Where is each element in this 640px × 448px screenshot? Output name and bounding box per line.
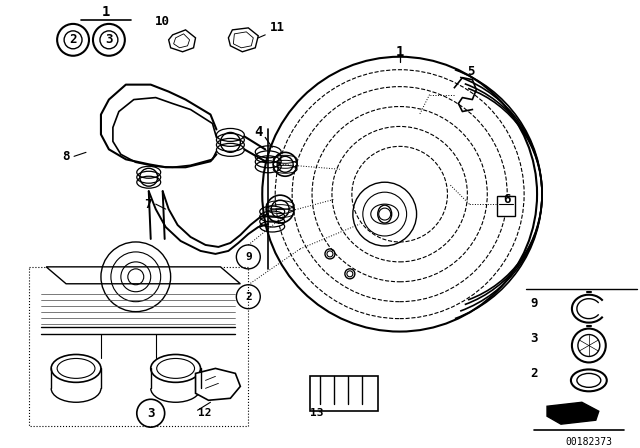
Polygon shape <box>169 30 196 52</box>
Text: 9: 9 <box>531 297 538 310</box>
Text: 6: 6 <box>504 193 511 206</box>
Text: 3: 3 <box>105 33 113 46</box>
Text: 5: 5 <box>468 65 475 78</box>
Text: 2: 2 <box>245 292 252 302</box>
Text: 1: 1 <box>102 5 110 19</box>
Text: 3: 3 <box>147 407 154 420</box>
Text: 00182373: 00182373 <box>565 437 612 447</box>
Text: 3: 3 <box>531 332 538 345</box>
Polygon shape <box>29 267 248 426</box>
Text: 2: 2 <box>69 33 77 46</box>
Text: 7: 7 <box>144 198 152 211</box>
Text: 2: 2 <box>531 367 538 380</box>
FancyBboxPatch shape <box>497 196 515 216</box>
Text: 10: 10 <box>155 15 170 28</box>
Polygon shape <box>228 28 259 52</box>
Text: 11: 11 <box>270 22 285 34</box>
Text: 12: 12 <box>198 408 211 418</box>
Text: 8: 8 <box>62 150 70 163</box>
Text: 13: 13 <box>310 408 324 418</box>
Polygon shape <box>547 402 599 424</box>
FancyBboxPatch shape <box>310 376 378 411</box>
Text: 4: 4 <box>254 125 262 139</box>
Text: 9: 9 <box>245 252 252 262</box>
Text: 1: 1 <box>396 45 404 59</box>
Polygon shape <box>46 267 241 284</box>
Polygon shape <box>196 368 241 400</box>
